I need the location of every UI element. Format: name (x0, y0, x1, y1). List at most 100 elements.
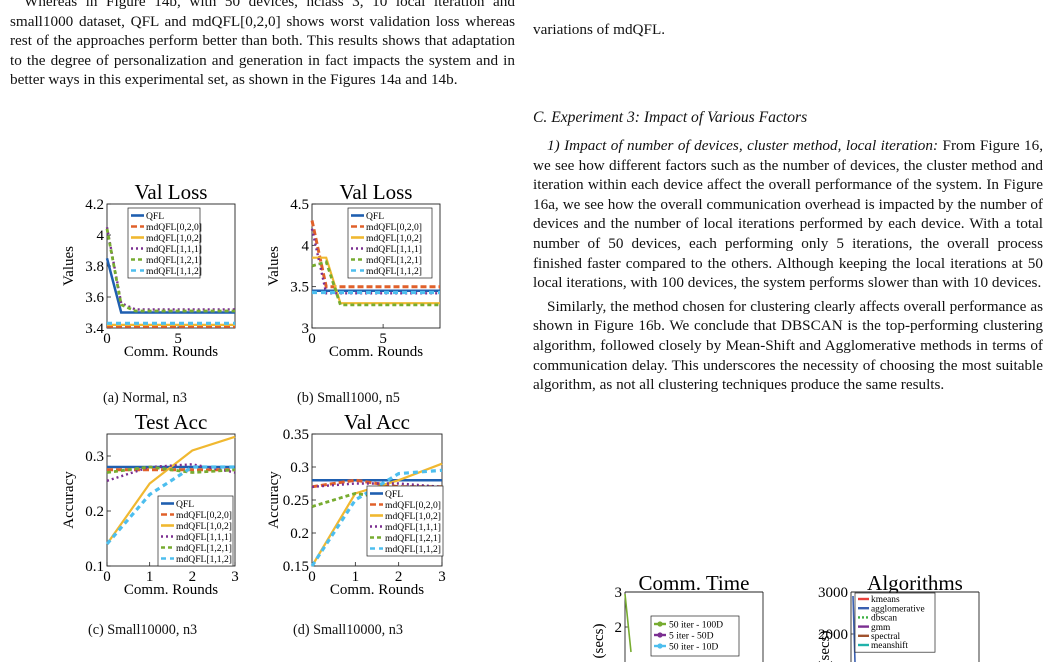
legend-entry: mdQFL[1,1,2] (366, 266, 422, 277)
y-axis-label: Values (61, 246, 77, 286)
legend-entry: mdQFL[1,1,2] (176, 554, 232, 565)
legend-entry: mdQFL[0,2,0] (366, 222, 422, 233)
y-tick-label: 3.4 (85, 321, 104, 337)
legend-entry: 5 iter - 50D (669, 630, 714, 641)
x-tick-label: 0 (103, 569, 111, 585)
chart-title: Test Acc (135, 410, 208, 434)
chart-title: Comm. Time (639, 571, 750, 595)
y-tick-label: 2000 (818, 627, 848, 643)
chart-title: Val Loss (340, 180, 413, 204)
series-line (311, 482, 443, 488)
legend-entry: mdQFL[1,0,2] (385, 511, 441, 522)
x-tick-label: 2 (395, 569, 403, 585)
legend-entry: 50 iter - 10D (669, 641, 718, 652)
legend-marker (657, 621, 663, 627)
y-tick-label: 0.2 (290, 526, 309, 542)
y-tick-label: 3000 (818, 585, 848, 601)
chart-title: Val Loss (135, 180, 208, 204)
x-tick-label: 3 (438, 569, 446, 585)
right-paragraph-1: 1) Impact of number of devices, cluster … (533, 136, 1043, 293)
series-line (312, 256, 440, 305)
series-line (310, 468, 443, 567)
series-line (106, 463, 236, 482)
series-line (105, 227, 235, 311)
legend-entry: QFL (176, 499, 194, 510)
x-axis-label: Comm. Rounds (124, 582, 218, 598)
left-column: Whereas in Figure 14b, with 50 devices, … (10, 0, 515, 90)
x-tick-label: 0 (103, 331, 111, 347)
sub-heading: 1) Impact of number of devices, cluster … (547, 137, 939, 154)
legend-entry: mdQFL[1,0,2] (176, 521, 232, 532)
legend-box (854, 592, 936, 653)
legend-marker (657, 632, 663, 638)
legend-entry: mdQFL[1,2,1] (146, 255, 202, 266)
series-line (105, 257, 235, 314)
y-tick-label: 3.5 (290, 280, 309, 296)
legend-entry: mdQFL[1,1,1] (385, 522, 441, 533)
x-axis-label: Comm. Rounds (330, 582, 424, 598)
y-tick-label: 4.2 (85, 197, 104, 213)
x-tick-label: 0 (308, 569, 316, 585)
legend-entry: mdQFL[0,2,0] (385, 500, 441, 511)
right-column: variations of mdQFL. (533, 0, 1043, 40)
legend-entry: mdQFL[1,2,1] (176, 543, 232, 554)
y-axis-label: Accuracy (266, 471, 282, 529)
legend-box (366, 485, 444, 557)
chart-test-acc-small10000: Test Acc 0.1 0.2 0.3 0 1 2 3 Comm. Rounds Accurac… (61, 410, 239, 598)
x-tick-label: 5 (379, 331, 387, 347)
series-line (106, 465, 236, 474)
x-tick-label: 3 (231, 569, 239, 585)
legend-box (157, 495, 234, 567)
legend-entry: QFL (366, 211, 384, 222)
right-paragraph-1-text: From Figure 16, we see how different fac… (533, 137, 1043, 292)
series-line (311, 485, 443, 508)
x-tick-label: 1 (352, 569, 360, 585)
legend-entry: mdQFL[0,2,0] (176, 510, 232, 521)
y-tick-label: 4.5 (290, 197, 309, 213)
y-tick-label: 3.6 (85, 290, 104, 306)
legend-box (347, 207, 433, 279)
series-line (311, 260, 440, 307)
series-line (106, 435, 236, 545)
left-paragraph: Whereas in Figure 14b, with 50 devices, … (10, 0, 515, 90)
y-tick-label: 3.8 (85, 259, 104, 275)
legend-entry: mdQFL[1,1,2] (146, 266, 202, 277)
legend-entry: mdQFL[1,1,2] (385, 544, 441, 555)
y-tick-label: 3 (615, 585, 623, 601)
caption-d: (d) Small10000, n3 (293, 622, 403, 638)
legend-marker (657, 643, 663, 649)
legend-entry: mdQFL[1,1,1] (366, 244, 422, 255)
x-tick-label: 5 (174, 331, 182, 347)
legend-entry: mdQFL[1,1,1] (176, 532, 232, 543)
legend-entry: dbscan (871, 614, 897, 624)
legend-entry: mdQFL[1,2,1] (366, 255, 422, 266)
y-tick-label: 0.2 (85, 504, 104, 520)
y-axis-label: Values (266, 246, 282, 286)
legend-entry: spectral (871, 632, 901, 642)
y-tick-label: 0.25 (283, 493, 309, 509)
chart-algorithms: Algorithms 2000 3000 (secs) kmeansagglomerat… (817, 571, 980, 662)
section-heading: C. Experiment 3: Impact of Various Facto… (533, 109, 808, 126)
legend-box (127, 207, 201, 279)
series-line (105, 465, 235, 546)
legend-entry: mdQFL[1,1,1] (146, 244, 202, 255)
x-tick-label: 0 (308, 331, 316, 347)
series-line (310, 220, 440, 289)
y-tick-label: 2 (615, 620, 623, 636)
x-axis-label: Comm. Rounds (329, 344, 423, 360)
y-tick-label: 0.3 (85, 449, 104, 465)
y-tick-label: 0.3 (290, 460, 309, 476)
y-axis-label: (secs) (591, 624, 607, 659)
legend-entry: gmm (871, 623, 891, 633)
legend-entry: kmeans (871, 595, 900, 605)
right-paragraph-2: Similarly, the method chosen for cluster… (533, 297, 1043, 394)
legend-entry: QFL (146, 211, 164, 222)
y-tick-label: 0.35 (283, 427, 309, 443)
right-body: 1) Impact of number of devices, cluster … (533, 136, 1043, 395)
legend-entry: QFL (385, 489, 403, 500)
right-top-line: variations of mdQFL. (533, 21, 666, 38)
y-tick-label: 0.1 (85, 559, 104, 575)
caption-a: (a) Normal, n3 (103, 390, 187, 406)
